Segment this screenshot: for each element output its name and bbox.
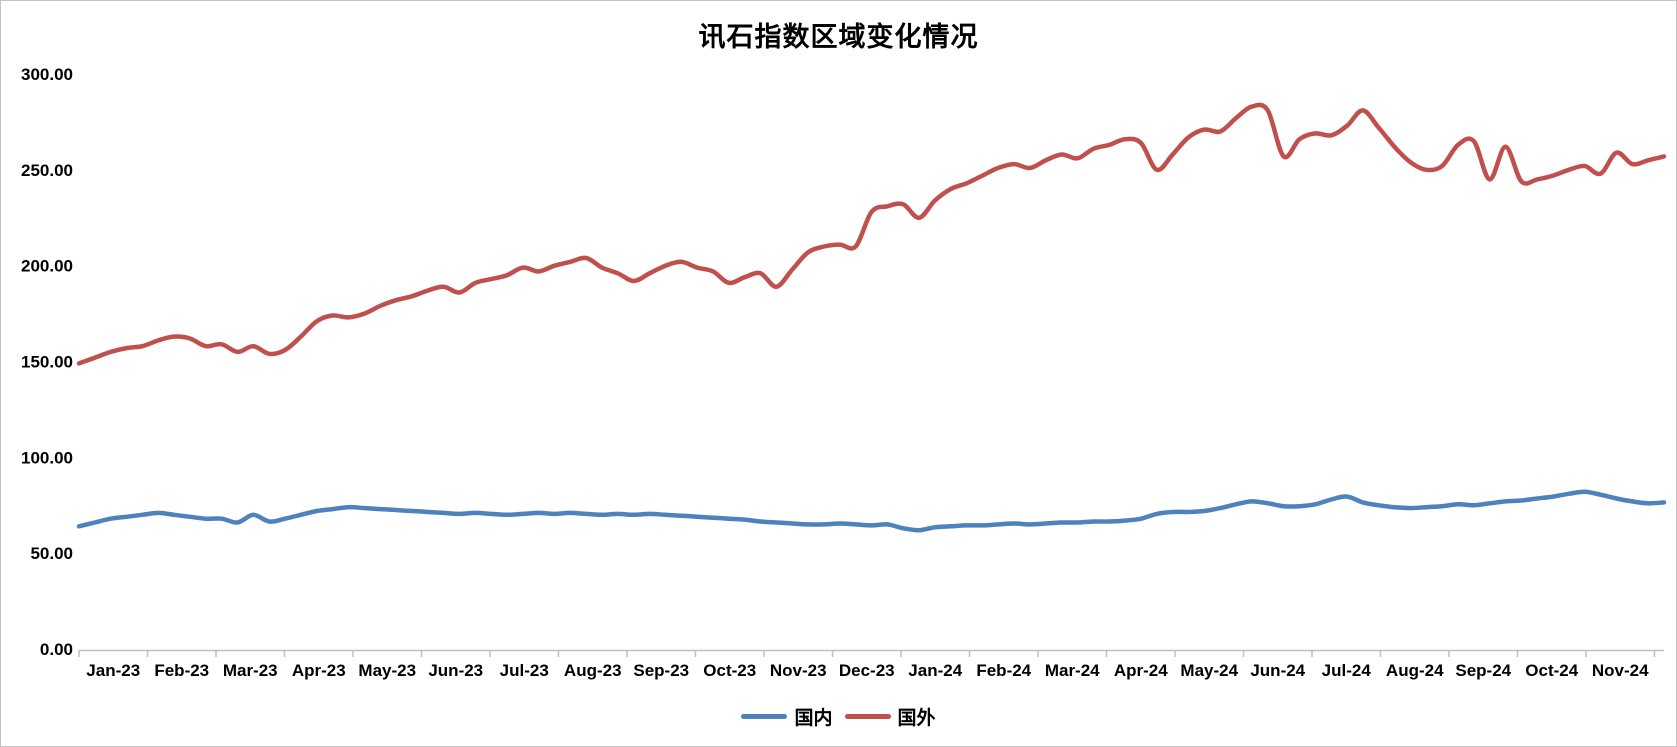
x-axis-label: Aug-23	[564, 661, 622, 680]
chart-legend: 国内 国外	[1, 703, 1676, 730]
y-axis-label: 150.00	[21, 353, 73, 372]
legend-item-国内[interactable]: 国内	[741, 703, 833, 730]
x-axis-label: May-23	[358, 661, 416, 680]
legend-line-swatch	[741, 714, 788, 719]
x-axis-label: Oct-23	[703, 661, 756, 680]
y-axis-label: 0.00	[40, 640, 73, 659]
x-axis-label: Nov-23	[770, 661, 827, 680]
x-axis-label: Jun-23	[428, 661, 483, 680]
legend-item-国外[interactable]: 国外	[844, 703, 936, 730]
x-axis-label: Feb-24	[976, 661, 1031, 680]
x-axis-label: Sep-23	[633, 661, 689, 680]
x-axis-label: Sep-24	[1455, 661, 1511, 680]
y-axis-label: 300.00	[21, 65, 73, 84]
x-axis-label: Mar-23	[223, 661, 278, 680]
series-line-国内	[76, 489, 1667, 533]
chart-title: 讯石指数区域变化情况	[698, 22, 979, 53]
x-axis-label: Jan-24	[908, 661, 962, 680]
x-axis-label: Oct-24	[1525, 661, 1578, 680]
x-axis-label: Nov-24	[1592, 661, 1649, 680]
legend-line-swatch	[844, 714, 891, 719]
x-axis-label: Apr-23	[292, 661, 346, 680]
x-axis-label: Dec-23	[839, 661, 895, 680]
series-line-国外	[76, 102, 1667, 366]
legend-label: 国外	[897, 707, 936, 729]
y-axis-label: 50.00	[30, 544, 73, 563]
x-axis-label: Aug-24	[1386, 661, 1444, 680]
x-axis-label: Jul-23	[500, 661, 549, 680]
x-axis-label: Jan-23	[86, 661, 140, 680]
x-axis-label: Mar-24	[1045, 661, 1100, 680]
y-axis-label: 100.00	[21, 448, 73, 467]
x-axis-label: Apr-24	[1114, 661, 1168, 680]
x-axis-label: Feb-23	[154, 661, 209, 680]
x-axis-label: Jul-24	[1322, 661, 1372, 680]
y-axis-label: 200.00	[21, 257, 73, 276]
y-axis-label: 250.00	[21, 161, 73, 180]
legend-label: 国内	[794, 707, 833, 729]
x-axis-label: Jun-24	[1250, 661, 1305, 680]
x-axis-label: May-24	[1180, 661, 1238, 680]
